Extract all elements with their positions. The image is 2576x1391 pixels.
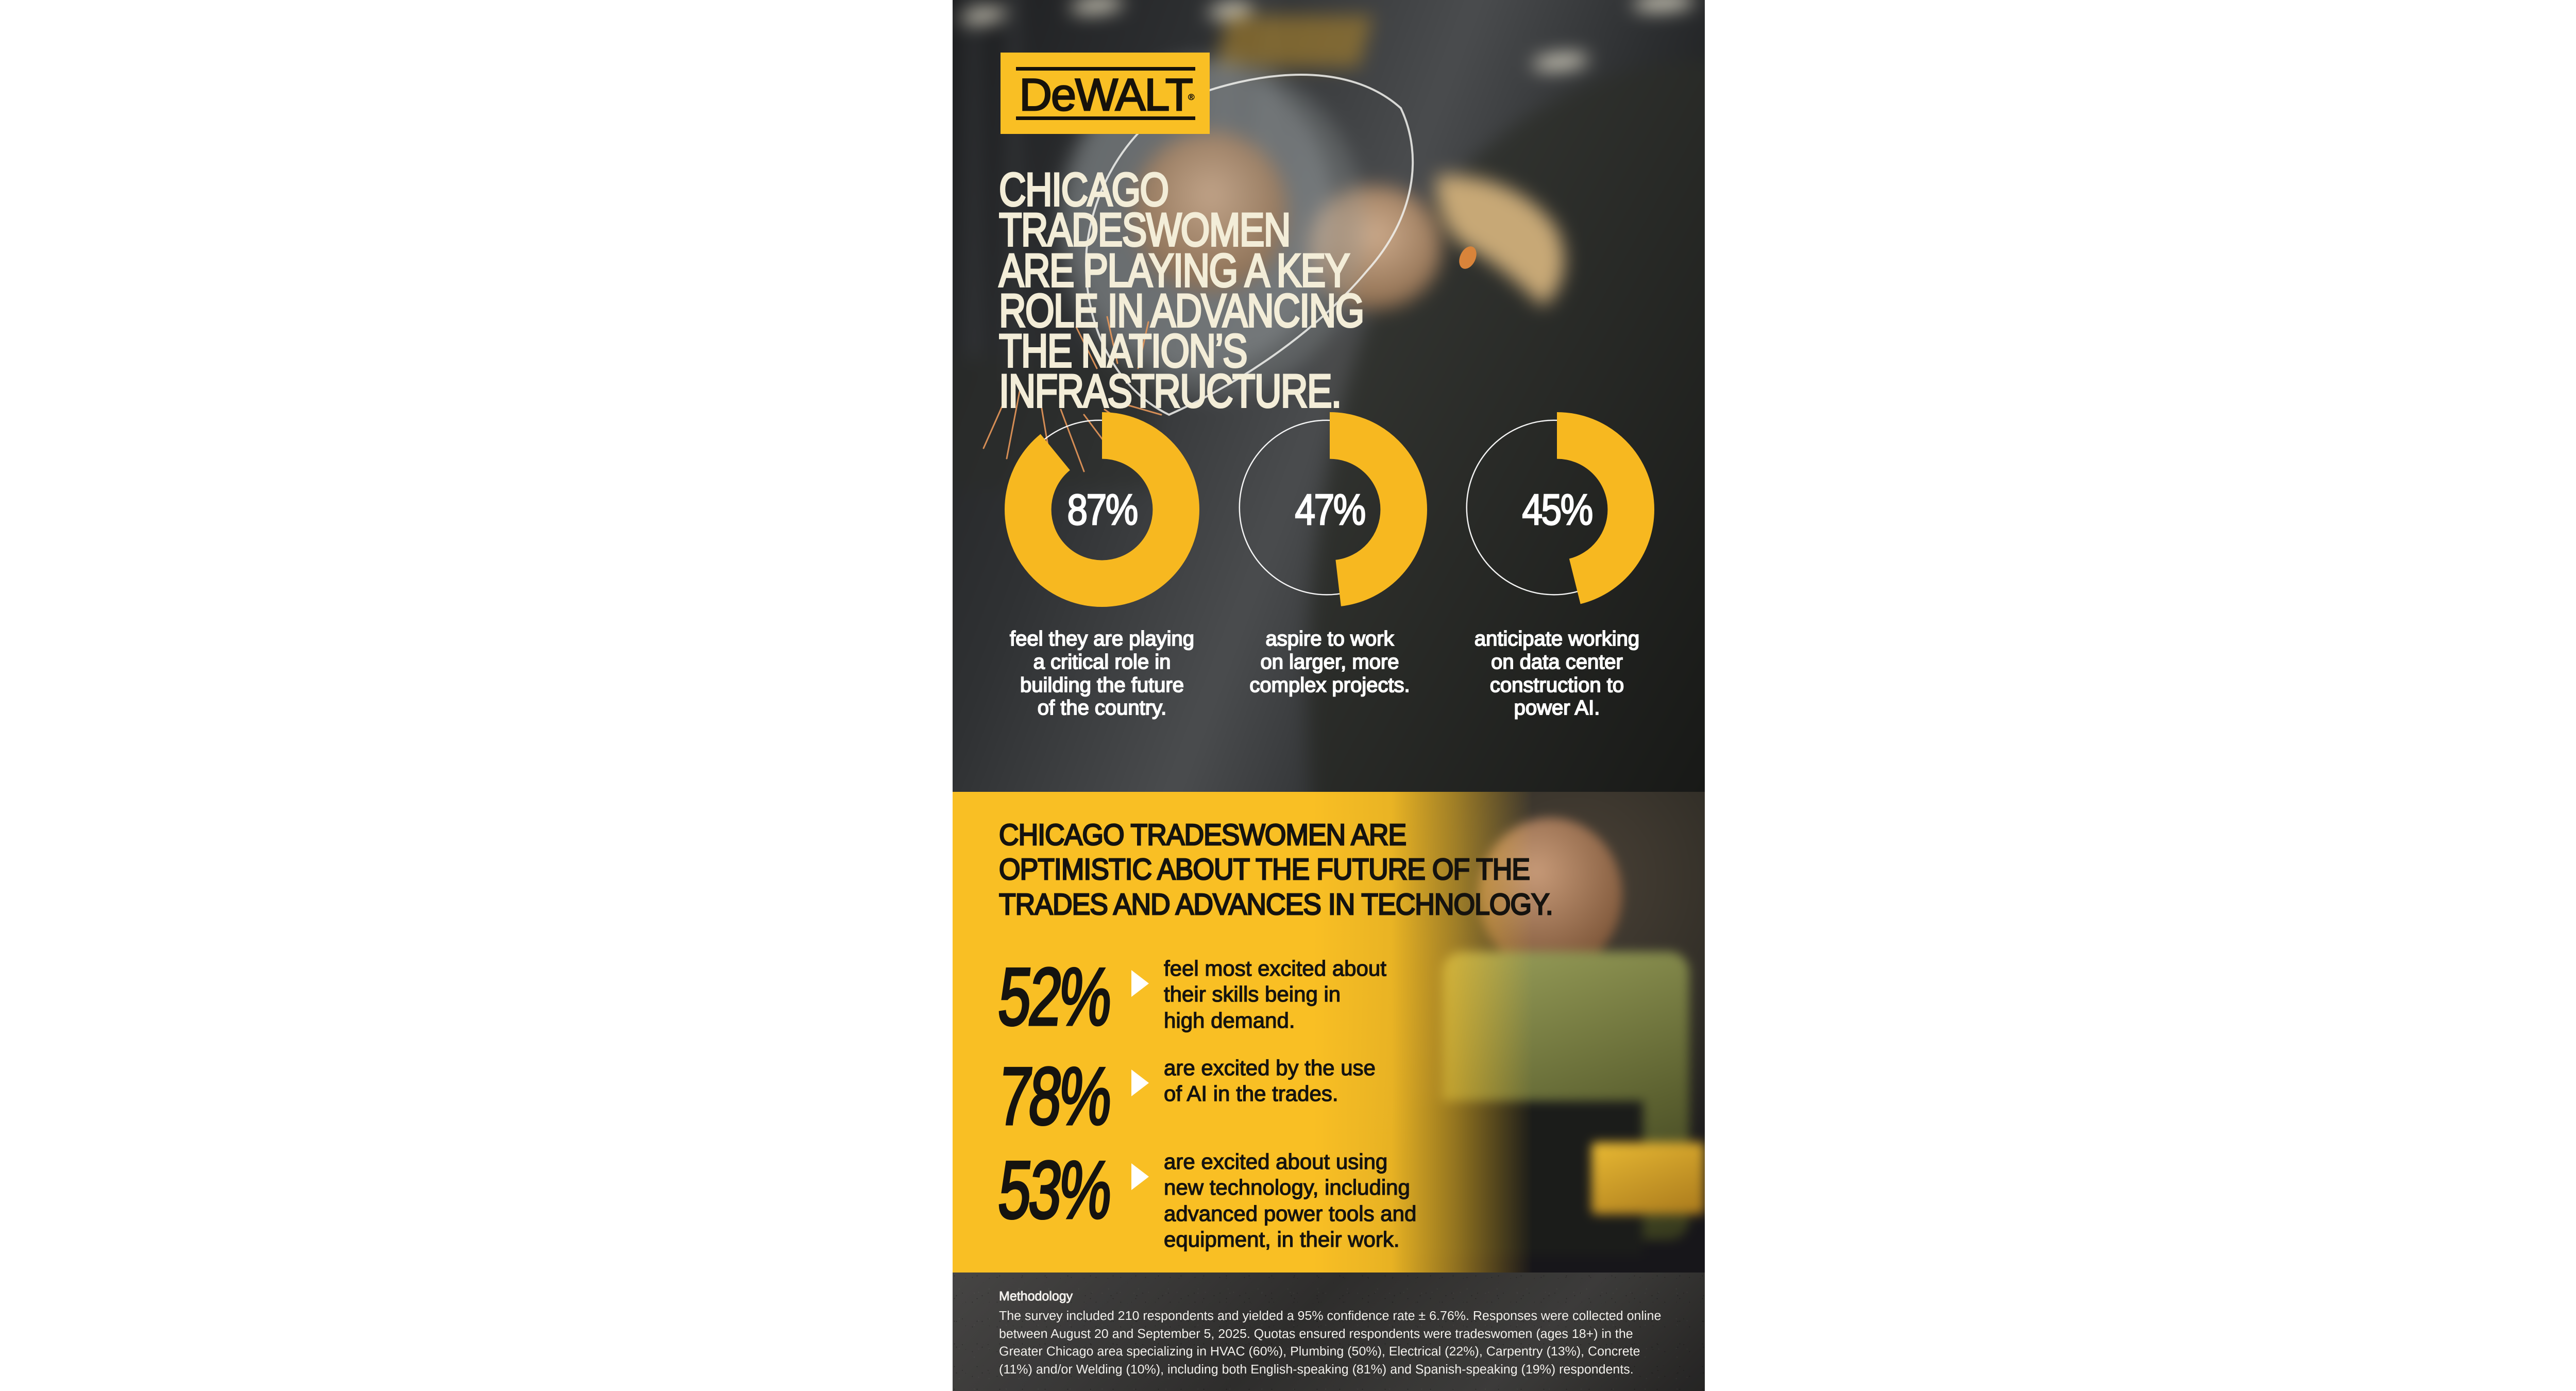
svg-text:®: ® [1188,92,1195,102]
svg-text:DeWALT: DeWALT [1019,69,1193,120]
